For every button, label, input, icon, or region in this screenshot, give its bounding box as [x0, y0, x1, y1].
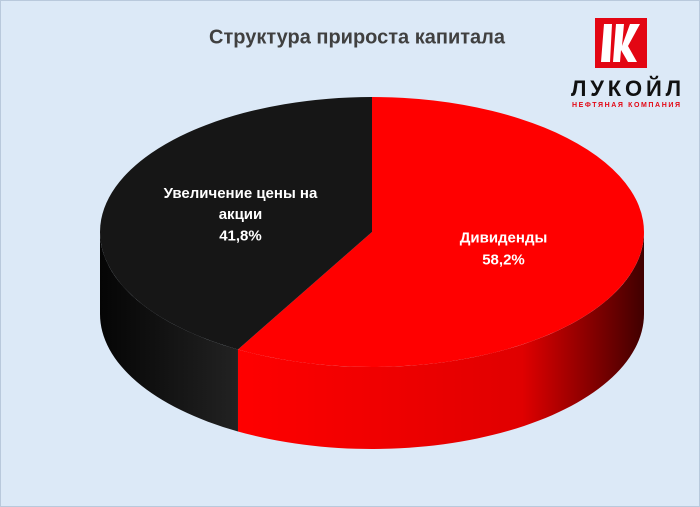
slice-value-label: 58,2%: [482, 251, 525, 269]
logo-name: ЛУКОЙЛ: [571, 76, 681, 101]
slice-category-label: Дивиденды: [459, 229, 548, 247]
slice-side: [237, 232, 645, 449]
logo: ЛУКОЙЛ НЕФТЯНАЯ КОМПАНИЯ: [571, 18, 681, 109]
logo-subtitle: НЕФТЯНАЯ КОМПАНИЯ: [572, 102, 680, 109]
slice-category-label: Увеличение цены на акции: [163, 184, 318, 223]
slice: [100, 97, 372, 350]
slice: [237, 97, 645, 367]
chart-title: Структура прироста капитала: [209, 26, 506, 48]
slice-side: [100, 232, 238, 432]
slice-value-label: 41,8%: [219, 227, 262, 245]
logo-letters: [601, 24, 640, 62]
